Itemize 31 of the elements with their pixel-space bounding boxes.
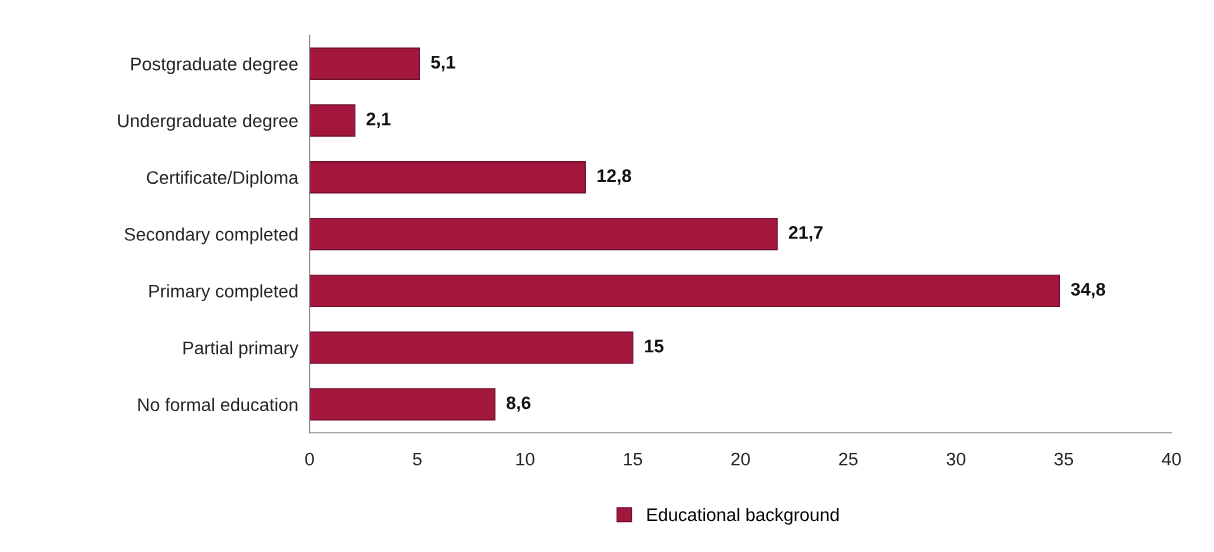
bar xyxy=(309,274,1061,307)
x-tick-label: 40 xyxy=(1161,452,1181,466)
x-tick-label: 25 xyxy=(839,452,858,466)
x-tick-label: 30 xyxy=(946,452,966,466)
x-tick-label: 15 xyxy=(624,452,643,466)
y-tick-label: Primary completed xyxy=(149,284,298,302)
bar xyxy=(309,388,496,421)
y-tick-label: No formal education xyxy=(138,397,298,412)
bar xyxy=(309,47,421,80)
data-label: 34,8 xyxy=(1070,282,1106,299)
x-tick-label: 20 xyxy=(731,452,750,466)
x-tick-label: 10 xyxy=(516,452,535,466)
x-tick-label: 0 xyxy=(305,452,314,466)
data-label: 21,7 xyxy=(788,226,823,242)
x-tick-label: 35 xyxy=(1054,452,1074,466)
data-label: 5,1 xyxy=(431,55,456,72)
y-tick-label: Certificate/Diploma xyxy=(146,170,299,188)
data-label: 12,8 xyxy=(597,169,632,185)
y-tick-label: Postgraduate degree xyxy=(131,57,298,75)
legend-label: Educational background xyxy=(647,507,839,525)
bar xyxy=(309,217,778,251)
data-label: 2,1 xyxy=(366,112,391,128)
y-tick-label: Partial primary xyxy=(183,341,299,358)
bar xyxy=(309,161,586,194)
bar xyxy=(309,331,634,364)
x-tick-label: 5 xyxy=(413,452,422,466)
y-tick-label: Secondary completed xyxy=(124,227,298,245)
y-tick-label: Undergraduate degree xyxy=(118,113,298,131)
data-label: 15 xyxy=(645,339,664,353)
data-label: 8,6 xyxy=(506,396,531,412)
bar xyxy=(309,104,356,137)
